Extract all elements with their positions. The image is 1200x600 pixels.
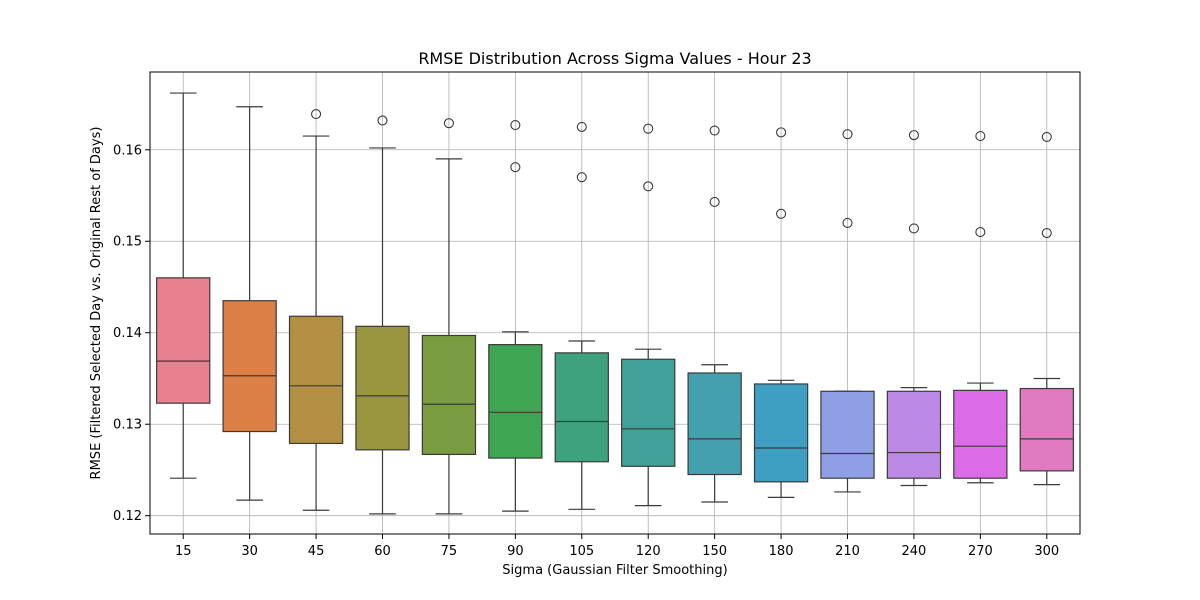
box-sigma-30: [222, 106, 277, 501]
box-sigma-90: [488, 120, 543, 512]
x-tick-label: 270: [968, 544, 993, 559]
box-body: [1019, 387, 1074, 472]
box-body: [355, 325, 410, 451]
box-sigma-105: [554, 121, 609, 510]
x-tick-label: 150: [702, 544, 727, 559]
box-sigma-45: [288, 109, 344, 511]
x-tick-label: 45: [308, 544, 325, 559]
outlier-point: [377, 115, 388, 126]
outlier-point: [709, 125, 720, 136]
x-tick-label: 240: [902, 544, 927, 559]
x-tick-label: 90: [507, 544, 524, 559]
y-tick-label: 0.13: [113, 418, 142, 433]
x-axis-label: Sigma (Gaussian Filter Smoothing): [502, 563, 727, 578]
x-tick-label: 180: [769, 544, 794, 559]
box-sigma-150: [687, 125, 742, 503]
outlier-point: [643, 181, 654, 192]
box-body: [488, 344, 543, 459]
y-tick-label: 0.16: [113, 143, 142, 158]
outlier-point: [975, 130, 986, 142]
box-sigma-210: [820, 129, 875, 493]
x-tick-label: 60: [374, 544, 391, 559]
outlier-point: [576, 121, 587, 132]
box-body: [953, 389, 1008, 479]
plot-frame: [149, 71, 1081, 535]
box-sigma-300: [1019, 131, 1074, 486]
box-body: [621, 358, 676, 467]
box-body: [288, 315, 344, 445]
x-axis-ticks: 15 30 45 60 75 90 105 120 150 180 210 240 270 300: [175, 534, 1059, 559]
box-body: [554, 352, 609, 463]
box-body: [222, 300, 277, 433]
outlier-point: [776, 127, 787, 138]
box-body: [156, 277, 211, 404]
x-tick-label: 75: [441, 544, 458, 559]
box-body: [421, 334, 477, 456]
outlier-point: [510, 120, 521, 131]
box-sigma-75: [421, 118, 477, 515]
x-tick-label: 15: [175, 544, 192, 559]
outlier-point: [510, 162, 521, 173]
outlier-point: [709, 196, 720, 207]
box-sigma-120: [621, 123, 676, 507]
box-sigma-60: [355, 115, 410, 515]
x-tick-label: 30: [241, 544, 258, 559]
y-tick-label: 0.15: [113, 235, 142, 250]
outlier-point: [908, 130, 919, 141]
x-tick-label: 105: [569, 544, 594, 559]
y-tick-label: 0.12: [113, 509, 142, 524]
outlier-point: [1041, 131, 1052, 143]
box-body: [687, 372, 742, 476]
y-axis-ticks: 0.12 0.13 0.14 0.15 0.16: [113, 143, 150, 524]
box-sigma-15: [156, 92, 211, 479]
chart-title: RMSE Distribution Across Sigma Values - …: [418, 49, 811, 68]
x-tick-label: 210: [835, 544, 860, 559]
outlier-point: [908, 223, 919, 234]
outlier-point: [1041, 227, 1052, 239]
y-axis-label: RMSE (Filtered Selected Day vs. Original…: [89, 127, 104, 480]
outlier-point: [576, 172, 587, 183]
outlier-point: [643, 123, 654, 134]
box-body: [886, 390, 942, 479]
outlier-point: [975, 227, 986, 238]
y-tick-label: 0.14: [113, 326, 142, 341]
box-sigma-240: [886, 130, 942, 487]
boxes-layer: [156, 92, 1074, 515]
box-body: [820, 390, 875, 479]
x-tick-label: 120: [636, 544, 661, 559]
outlier-point: [842, 217, 853, 229]
box-sigma-180: [753, 127, 809, 499]
outlier-point: [443, 118, 454, 129]
box-body: [753, 383, 809, 483]
outlier-point: [842, 129, 853, 140]
outlier-point: [776, 208, 787, 219]
x-tick-label: 300: [1034, 544, 1059, 559]
outlier-point: [311, 109, 322, 120]
box-sigma-270: [953, 130, 1008, 484]
